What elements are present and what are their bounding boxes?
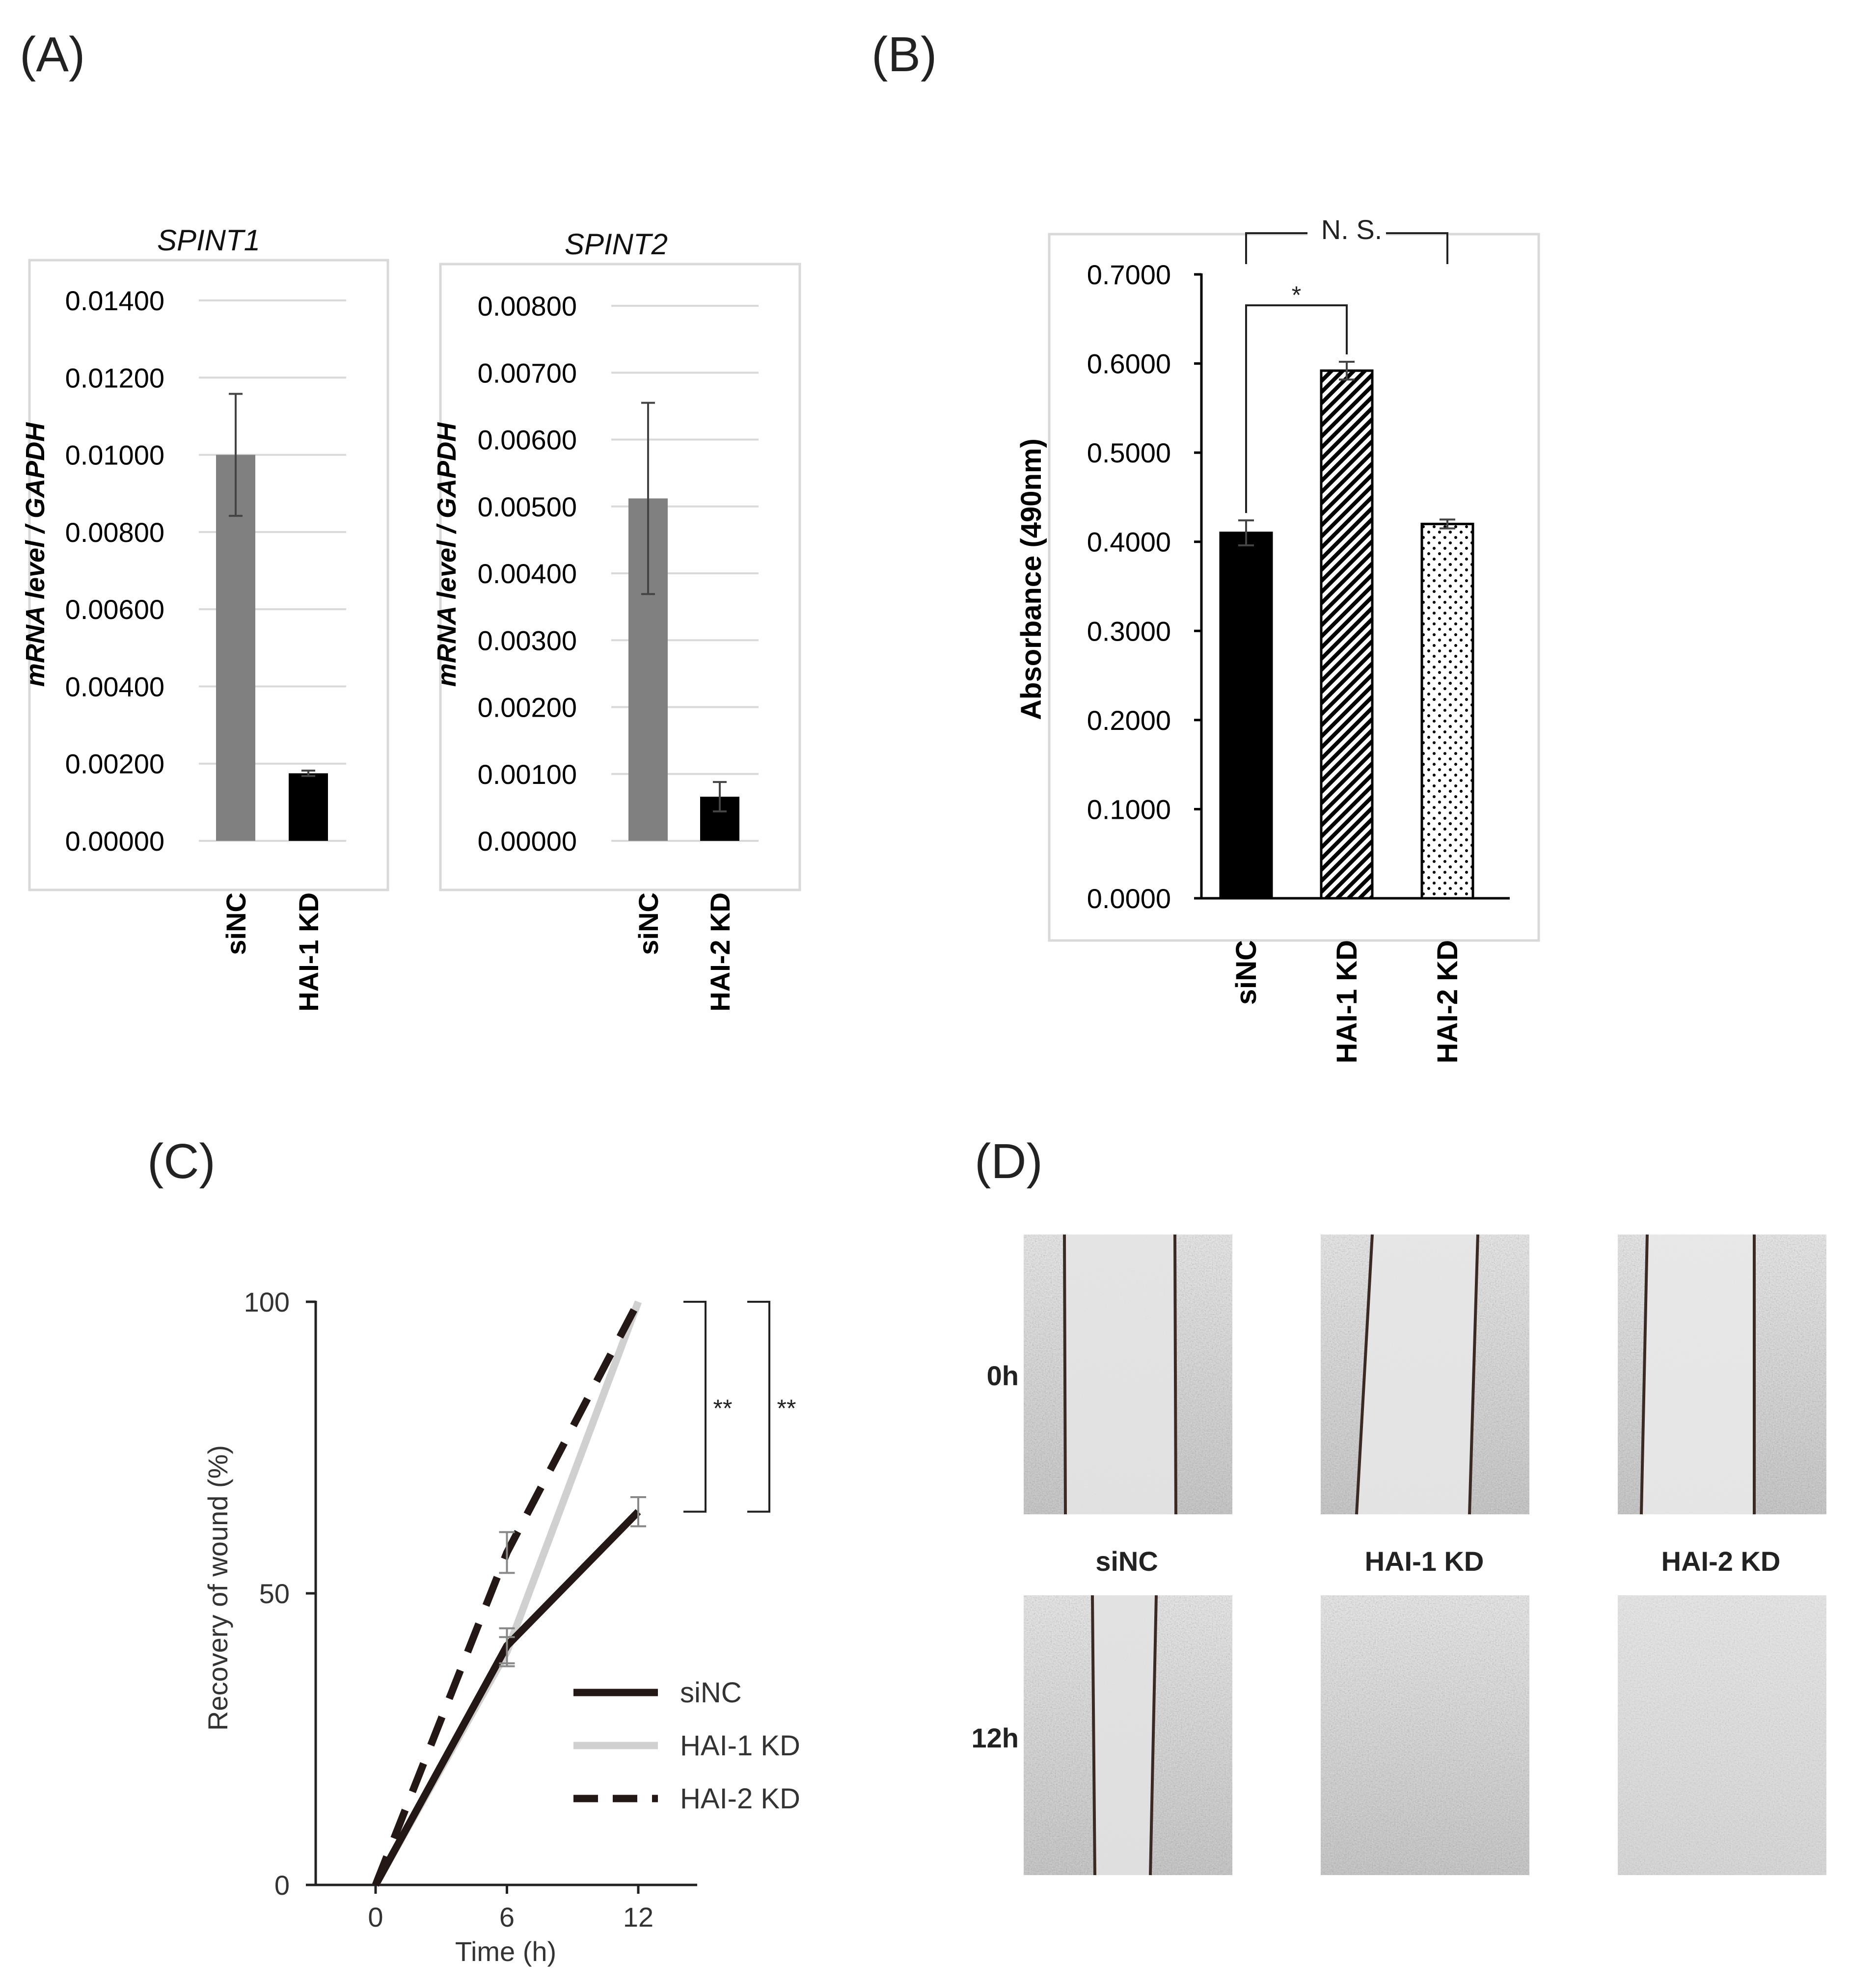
label-backdrop [1307, 228, 1386, 238]
x-category-label: siNC [633, 892, 664, 955]
series-line [372, 1300, 642, 1886]
y-axis-label: mRNA level / GAPDH [21, 422, 50, 687]
y-tick-label: 0.00500 [478, 491, 577, 522]
x-tick-label: 0 [368, 1902, 383, 1933]
y-tick-label: 0.00000 [65, 826, 164, 857]
significance-label: ** [777, 1395, 796, 1422]
y-tick-label: 0.00600 [65, 594, 164, 625]
x-tick-label: 12 [623, 1902, 653, 1933]
y-axis-label: Recovery of wound (%) [202, 1445, 233, 1731]
y-tick-label: 50 [259, 1578, 290, 1609]
bar [216, 455, 255, 841]
chart-frame [28, 259, 389, 891]
significance-label: ** [713, 1395, 733, 1422]
row-label-12h: 12h [972, 1722, 1019, 1753]
y-tick-label: 0.00400 [65, 671, 164, 702]
chart-title: SPINT2 [565, 228, 668, 261]
legend-label: HAI-2 KD [680, 1783, 800, 1815]
y-tick-label: 0.1000 [1087, 794, 1171, 825]
significance-label: * [1292, 281, 1301, 309]
micrograph-hai2-0h [1618, 1234, 1826, 1515]
bar [1420, 522, 1474, 900]
legend-label: HAI-1 KD [680, 1730, 800, 1762]
significance-bracket [747, 1301, 770, 1513]
y-tick-label: 0.7000 [1087, 259, 1171, 290]
y-tick-label: 0 [274, 1870, 290, 1901]
panel-label-c: (C) [147, 1134, 216, 1189]
chart-frame [439, 263, 801, 891]
y-axis-label: Absorbance (490nm) [1015, 438, 1047, 720]
chart-title: SPINT1 [157, 224, 260, 257]
y-tick-label: 0.01400 [65, 285, 164, 316]
y-tick-label: 0.01000 [65, 440, 164, 471]
bar [289, 773, 328, 841]
y-tick-label: 0.00800 [65, 517, 164, 548]
x-category-label: HAI-1 KD [293, 892, 324, 1012]
y-tick-label: 0.6000 [1087, 349, 1171, 379]
micrograph-sinc-0h [1024, 1234, 1232, 1515]
y-tick-label: 0.00000 [478, 826, 577, 857]
row-label-0h: 0h [987, 1360, 1019, 1391]
x-tick-label: 6 [499, 1902, 515, 1933]
significance-bracket [683, 1301, 707, 1513]
y-tick-label: 0.00800 [478, 291, 577, 322]
y-tick-label: 0.4000 [1087, 527, 1171, 558]
panel-label-d: (D) [975, 1134, 1043, 1189]
y-axis-label: mRNA level / GAPDH [432, 422, 462, 687]
series-line [372, 1300, 642, 1887]
y-tick-label: 0.00100 [478, 759, 577, 790]
y-tick-label: 100 [244, 1287, 290, 1317]
y-tick-label: 0.01200 [65, 362, 164, 393]
y-tick-label: 0.00300 [478, 625, 577, 656]
y-tick-label: 0.00200 [478, 692, 577, 723]
column-label-hai2: HAI-2 KD [1661, 1546, 1781, 1577]
panel-label-a: (A) [20, 27, 85, 82]
column-label-hai1: HAI-1 KD [1365, 1546, 1484, 1577]
column-label-sinc: siNC [1095, 1546, 1158, 1577]
y-tick-label: 0.3000 [1087, 616, 1171, 646]
x-category-label: HAI-2 KD [1432, 940, 1464, 1063]
micrograph-grid: 0h 12h siNC HAI-1 KD HAI-2 KD [972, 1234, 1826, 1876]
micrograph-hai1-12h [1321, 1595, 1529, 1875]
x-category-label: siNC [1230, 940, 1262, 1005]
y-tick-label: 0.00700 [478, 357, 577, 388]
y-tick-label: 0.0000 [1087, 883, 1171, 914]
legend-label: siNC [680, 1677, 742, 1709]
y-tick-label: 0.00600 [478, 425, 577, 456]
bar [1219, 532, 1273, 900]
y-tick-label: 0.00200 [65, 749, 164, 779]
chart-wound-recovery: Recovery of wound (%) Time (h) 0 50 100 0 6… [202, 1287, 800, 1967]
x-category-label: siNC [220, 892, 251, 955]
chart-spint2: SPINT2 mRNA level / GAPDH 0.00000 0.00100… [432, 228, 801, 1012]
x-axis-label: Time (h) [455, 1936, 556, 1967]
chart-absorbance: Absorbance (490nm) 0.0000 0.1000 0.2000 0.3… [1015, 214, 1540, 1063]
bar [1320, 369, 1374, 900]
micrograph-hai2-12h [1618, 1595, 1826, 1875]
significance-label: N. S. [1321, 214, 1382, 245]
x-category-label: HAI-2 KD [705, 892, 735, 1012]
chart-spint1: SPINT1 mRNA level / GAPDH 0.00000 0.00200… [21, 224, 389, 1012]
micrograph-hai1-0h [1321, 1234, 1529, 1515]
y-tick-label: 0.5000 [1087, 437, 1171, 468]
y-tick-label: 0.00400 [478, 558, 577, 589]
micrograph-sinc-12h [1024, 1595, 1232, 1876]
y-tick-label: 0.2000 [1087, 705, 1171, 736]
x-category-label: HAI-1 KD [1331, 940, 1363, 1063]
significance-bracket [1245, 304, 1348, 513]
panel-label-b: (B) [871, 27, 937, 82]
